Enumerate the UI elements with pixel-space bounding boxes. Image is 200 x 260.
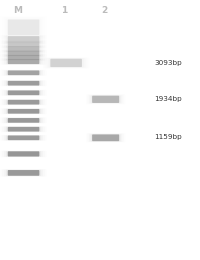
FancyBboxPatch shape (6, 151, 41, 157)
FancyBboxPatch shape (6, 55, 41, 60)
FancyBboxPatch shape (6, 81, 41, 86)
FancyBboxPatch shape (91, 95, 121, 103)
FancyBboxPatch shape (8, 51, 39, 56)
FancyBboxPatch shape (8, 100, 39, 105)
FancyBboxPatch shape (8, 36, 39, 43)
FancyBboxPatch shape (6, 19, 41, 36)
FancyBboxPatch shape (6, 109, 41, 114)
FancyBboxPatch shape (91, 134, 121, 141)
FancyBboxPatch shape (6, 118, 41, 123)
Text: 3093bp: 3093bp (154, 60, 182, 66)
FancyBboxPatch shape (6, 90, 41, 95)
FancyBboxPatch shape (6, 59, 41, 64)
Text: 1934bp: 1934bp (154, 96, 182, 102)
Text: 1: 1 (61, 6, 67, 15)
Text: 2: 2 (101, 6, 107, 15)
FancyBboxPatch shape (8, 20, 39, 35)
FancyBboxPatch shape (6, 50, 41, 56)
FancyBboxPatch shape (6, 46, 41, 52)
FancyBboxPatch shape (8, 81, 39, 86)
FancyBboxPatch shape (8, 118, 39, 123)
FancyBboxPatch shape (8, 109, 39, 114)
FancyBboxPatch shape (6, 100, 41, 105)
FancyBboxPatch shape (6, 36, 41, 43)
Text: M: M (13, 6, 22, 15)
FancyBboxPatch shape (8, 59, 39, 64)
FancyBboxPatch shape (8, 90, 39, 95)
FancyBboxPatch shape (92, 134, 119, 141)
FancyBboxPatch shape (8, 170, 39, 176)
FancyBboxPatch shape (48, 58, 84, 67)
FancyBboxPatch shape (8, 46, 39, 51)
FancyBboxPatch shape (6, 70, 41, 75)
FancyBboxPatch shape (8, 151, 39, 157)
FancyBboxPatch shape (8, 55, 39, 60)
FancyBboxPatch shape (6, 127, 41, 132)
FancyBboxPatch shape (50, 59, 82, 67)
FancyBboxPatch shape (8, 135, 39, 140)
FancyBboxPatch shape (92, 96, 119, 103)
FancyBboxPatch shape (8, 41, 39, 47)
Text: 1159bp: 1159bp (154, 134, 182, 140)
FancyBboxPatch shape (8, 70, 39, 75)
FancyBboxPatch shape (6, 41, 41, 47)
FancyBboxPatch shape (8, 127, 39, 132)
